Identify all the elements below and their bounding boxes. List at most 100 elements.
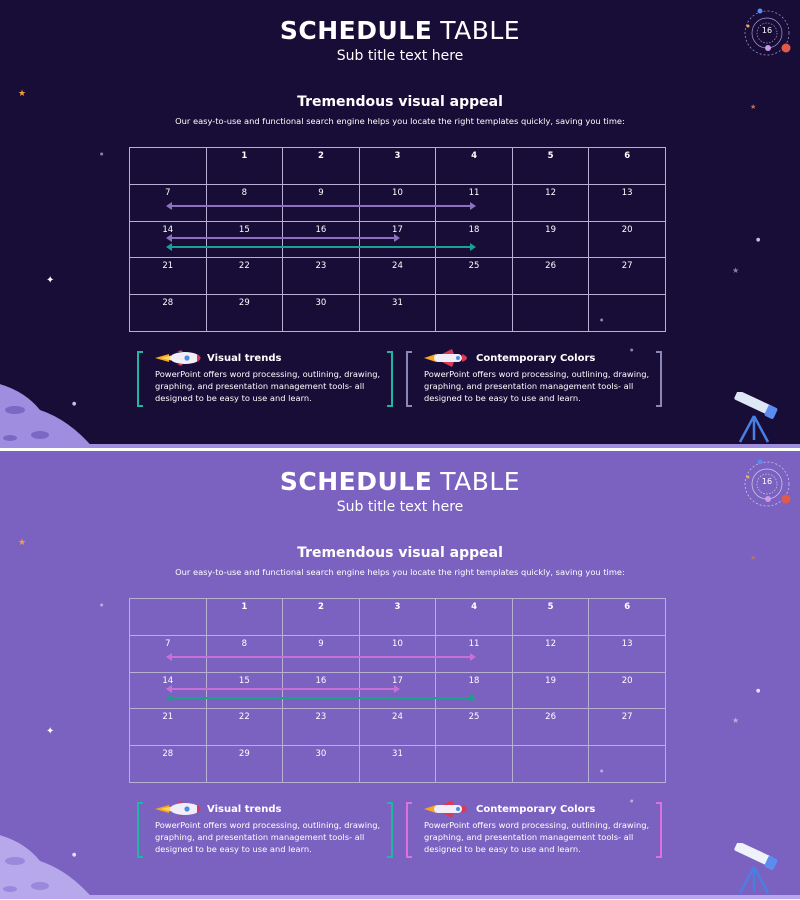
- dot-icon: ●: [100, 151, 104, 156]
- star-icon: ★: [18, 89, 27, 99]
- table-cell: 10: [358, 634, 437, 673]
- space-shuttle-icon: [424, 800, 467, 818]
- dot-icon: ●: [756, 237, 761, 243]
- card-title: Visual trends: [207, 353, 282, 364]
- table-cell: 29: [205, 745, 284, 783]
- table-cell: 3: [358, 598, 437, 636]
- table-cell: 8: [205, 634, 284, 673]
- orbit-planet-icon: 16: [738, 6, 796, 60]
- table-cell: 6: [588, 147, 666, 185]
- slide-subtitle: Sub title text here: [336, 48, 464, 64]
- table-cell: 4: [435, 147, 513, 185]
- table-cell: 4: [435, 598, 513, 636]
- card-text: PowerPoint offers word processing, outli…: [424, 820, 650, 854]
- table-cell: 19: [511, 220, 590, 259]
- table-cell: 30: [282, 294, 360, 332]
- table-cell: 22: [205, 257, 284, 296]
- card-text: PowerPoint offers word processing, outli…: [155, 820, 381, 854]
- table-cell: [435, 294, 513, 332]
- card-title: Contemporary Colors: [476, 804, 596, 815]
- table-cell: [435, 745, 513, 783]
- slide-light: SCHEDULE TABLE Sub title text here Tremen…: [0, 451, 800, 899]
- telescope-icon: [734, 843, 778, 894]
- table-cell: 31: [358, 745, 437, 783]
- table-cell: 28: [129, 745, 207, 783]
- table-cell: 21: [129, 257, 207, 296]
- table-cell: 28: [129, 294, 207, 332]
- space-shuttle-icon: [424, 349, 467, 367]
- card-text: PowerPoint offers word processing, outli…: [424, 369, 650, 403]
- title-bold: SCHEDULE: [279, 467, 433, 496]
- table-cell: 20: [588, 671, 666, 710]
- table-cell: 23: [282, 708, 360, 747]
- slide-title: SCHEDULE TABLE: [0, 467, 800, 496]
- table-cell: 16: [282, 220, 360, 259]
- table-cell: 29: [205, 294, 284, 332]
- rocket-icon: [155, 350, 201, 366]
- table-cell: 9: [282, 183, 360, 222]
- star-icon: ★: [18, 538, 27, 548]
- section-description: Our easy-to-use and functional search en…: [175, 116, 625, 126]
- card-title: Contemporary Colors: [476, 353, 596, 364]
- card-title: Visual trends: [207, 804, 282, 815]
- section-heading: Tremendous visual appeal: [297, 94, 503, 110]
- telescope-icon: [734, 392, 778, 443]
- table-cell: [511, 745, 590, 783]
- moon-surface-illustration: [0, 835, 94, 899]
- title-light: TABLE: [440, 467, 521, 496]
- dot-icon: ●: [630, 347, 634, 352]
- table-cell: 31: [358, 294, 437, 332]
- table-cell: 30: [282, 745, 360, 783]
- table-cell: 8: [205, 183, 284, 222]
- rocket-icon: [155, 801, 201, 817]
- table-cell: 25: [435, 708, 513, 747]
- table-cell: [511, 294, 590, 332]
- table-cell: [588, 745, 666, 783]
- table-cell: 23: [282, 257, 360, 296]
- section-heading: Tremendous visual appeal: [297, 545, 503, 561]
- dot-icon: ●: [756, 688, 761, 694]
- table-cell: 1: [205, 147, 284, 185]
- table-cell: 27: [588, 708, 666, 747]
- table-cell: 16: [282, 671, 360, 710]
- table-cell: 3: [358, 147, 437, 185]
- orbit-planet-icon: 16: [738, 457, 796, 511]
- slide-separator: [0, 448, 800, 451]
- sparkle-icon: ✦: [46, 726, 55, 737]
- title-bold: SCHEDULE: [279, 16, 433, 45]
- table-cell: 24: [358, 257, 437, 296]
- table-cell: 5: [511, 598, 590, 636]
- dot-icon: ●: [72, 852, 77, 858]
- slide-dark: SCHEDULE TABLE Sub title text here Tremen…: [0, 0, 800, 448]
- moon-surface-illustration: [0, 384, 94, 448]
- table-cell: 19: [511, 671, 590, 710]
- slide-title: SCHEDULE TABLE: [0, 16, 800, 45]
- info-card-contemporary-colors: Contemporary Colors PowerPoint offers wo…: [406, 800, 662, 860]
- info-card-visual-trends: Visual trends PowerPoint offers word pro…: [137, 350, 393, 409]
- table-cell: [588, 294, 666, 332]
- page-number: 16: [761, 26, 773, 35]
- info-card-contemporary-colors: Contemporary Colors PowerPoint offers wo…: [406, 349, 662, 409]
- table-cell: 27: [588, 257, 666, 296]
- star-icon: ★: [732, 716, 740, 725]
- slide-subtitle: Sub title text here: [336, 499, 464, 515]
- table-cell: 18: [435, 671, 513, 710]
- table-cell: 13: [588, 634, 666, 673]
- ground-strip: [0, 444, 800, 448]
- table-cell: [129, 598, 207, 636]
- table-cell: [129, 147, 207, 185]
- page-number: 16: [761, 477, 773, 486]
- star-icon: ★: [732, 266, 740, 275]
- table-cell: 15: [205, 220, 284, 259]
- info-card-visual-trends: Visual trends PowerPoint offers word pro…: [137, 801, 393, 860]
- table-cell: 26: [511, 257, 590, 296]
- table-cell: 5: [511, 147, 590, 185]
- table-cell: 24: [358, 708, 437, 747]
- dot-icon: ●: [630, 798, 634, 803]
- table-cell: 9: [282, 634, 360, 673]
- star-icon: ★: [750, 103, 757, 111]
- table-cell: 6: [588, 598, 666, 636]
- table-cell: 1: [205, 598, 284, 636]
